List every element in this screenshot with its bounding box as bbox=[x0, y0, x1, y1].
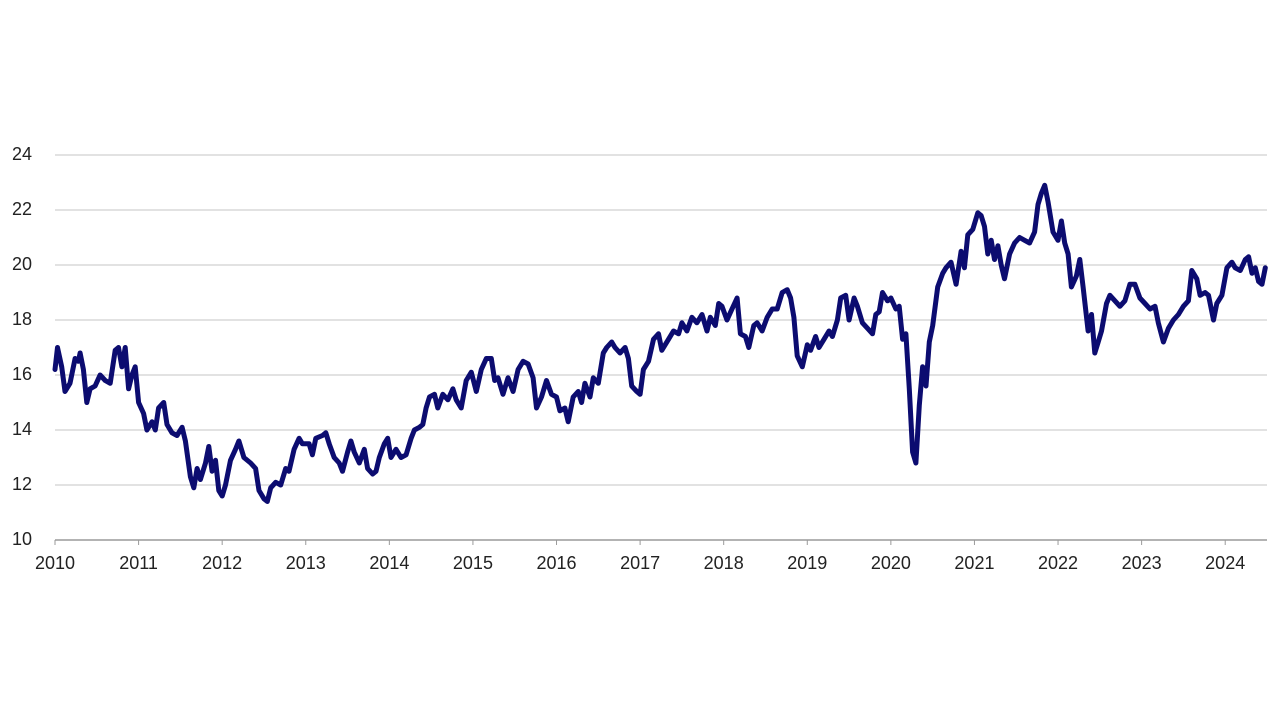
x-tick-label: 2012 bbox=[202, 553, 242, 573]
x-tick-label: 2024 bbox=[1205, 553, 1245, 573]
x-tick-label: 2019 bbox=[787, 553, 827, 573]
y-tick-label: 16 bbox=[12, 364, 32, 384]
x-tick-label: 2023 bbox=[1122, 553, 1162, 573]
x-tick-label: 2015 bbox=[453, 553, 493, 573]
x-tick-label: 2010 bbox=[35, 553, 75, 573]
data-line bbox=[52, 182, 1268, 504]
x-tick-label: 2022 bbox=[1038, 553, 1078, 573]
y-tick-label: 22 bbox=[12, 199, 32, 219]
x-tick-label: 2021 bbox=[954, 553, 994, 573]
y-tick-label: 20 bbox=[12, 254, 32, 274]
x-tick-label: 2011 bbox=[119, 553, 158, 573]
y-tick-label: 12 bbox=[12, 474, 32, 494]
x-tick-label: 2014 bbox=[369, 553, 409, 573]
y-tick-label: 10 bbox=[12, 529, 32, 549]
y-tick-label: 14 bbox=[12, 419, 32, 439]
x-tick-label: 2016 bbox=[536, 553, 576, 573]
x-tick-label: 2018 bbox=[704, 553, 744, 573]
y-tick-label: 18 bbox=[12, 309, 32, 329]
x-tick-label: 2013 bbox=[286, 553, 326, 573]
y-tick-label: 24 bbox=[12, 144, 32, 164]
x-tick-label: 2020 bbox=[871, 553, 911, 573]
x-tick-label: 2017 bbox=[620, 553, 660, 573]
